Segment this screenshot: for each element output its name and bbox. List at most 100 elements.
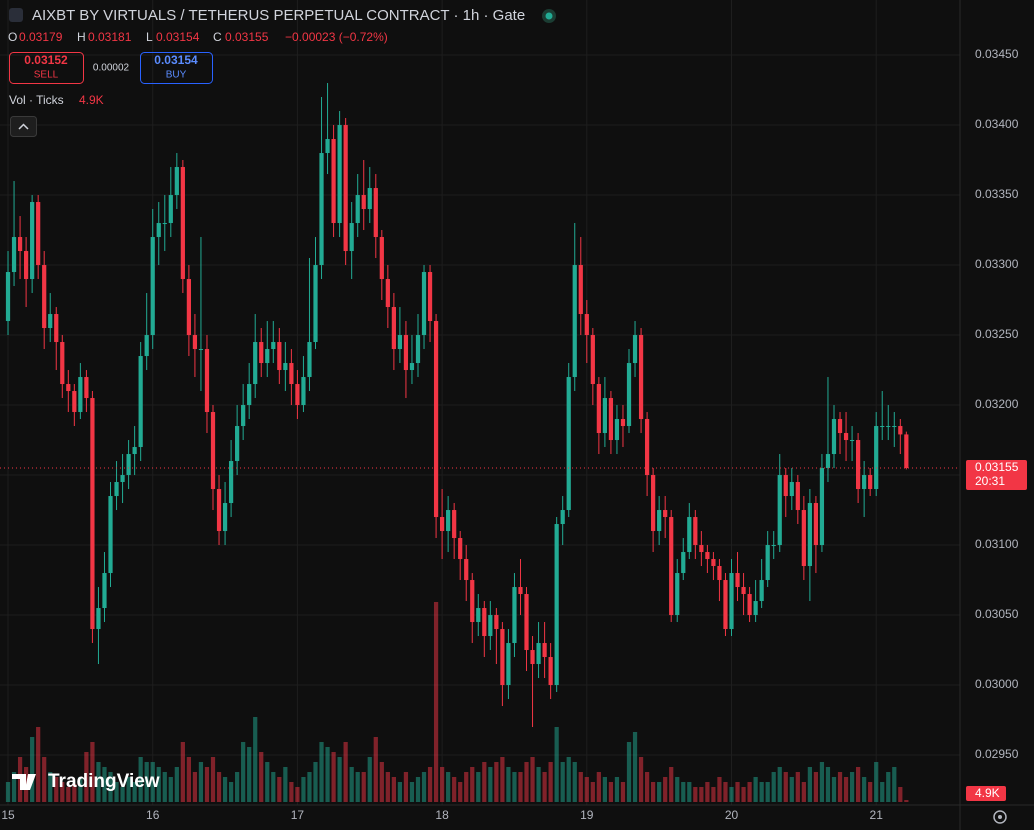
l-value: 0.03154 [156, 30, 200, 44]
buy-button[interactable] [140, 52, 213, 84]
volume-bar [675, 777, 680, 802]
candle-body [150, 237, 155, 336]
candle-body [72, 391, 77, 413]
candle-body [379, 237, 384, 280]
volume-bar [819, 762, 825, 802]
candle-body [777, 475, 782, 546]
volume-bar [596, 772, 601, 802]
volume-bar [78, 777, 83, 802]
volume-bar [361, 772, 366, 802]
candle-body [608, 398, 614, 441]
volume-bar [843, 777, 849, 802]
candle-body [518, 587, 523, 595]
candle-body [470, 580, 475, 623]
candle-body [42, 265, 47, 329]
volume-bar [868, 782, 873, 802]
candle-body [427, 272, 433, 322]
volume-bar [216, 772, 222, 802]
candle-body [36, 202, 41, 266]
candle-body [120, 475, 125, 483]
candle-body [210, 412, 216, 490]
volume-bar [506, 767, 511, 802]
candle-body [681, 552, 686, 574]
x-tick-label: 17 [291, 808, 305, 822]
candle-body [367, 188, 372, 210]
candle-body [355, 195, 360, 224]
volume-bar [277, 777, 282, 802]
volume-bar [60, 782, 65, 802]
volume-bar [385, 772, 390, 802]
candle-body [855, 440, 861, 490]
volume-bar [518, 772, 523, 802]
volume-bar [355, 772, 360, 802]
volume-last-box [966, 786, 1006, 801]
volume-bar [855, 767, 861, 802]
candle-body [735, 573, 740, 588]
volume-bar [5, 782, 11, 802]
volume-bar [247, 747, 252, 802]
volume-bar [482, 762, 487, 802]
candle-body [54, 314, 59, 343]
candle-body [632, 335, 638, 364]
volume-bar [590, 782, 595, 802]
y-tick-label: 0.03100 [975, 537, 1019, 551]
volume-bar [783, 772, 788, 802]
candle-body [723, 580, 728, 630]
x-tick-label: 21 [870, 808, 884, 822]
candle-body [638, 335, 644, 420]
brand-name: TradingView [48, 771, 160, 792]
volume-bar [54, 777, 59, 802]
volume-bar [789, 777, 794, 802]
candle-body [439, 517, 445, 532]
candle-body [11, 237, 17, 273]
candle-body [30, 202, 35, 280]
x-tick-label: 15 [1, 808, 15, 822]
settings-icon[interactable] [993, 810, 1007, 824]
volume-bar [608, 782, 614, 802]
volume-bar [156, 767, 161, 802]
candle-body [162, 223, 167, 225]
candle-body [23, 251, 29, 280]
volume-bar [403, 772, 409, 802]
candle-body [48, 314, 53, 329]
volume-bar [186, 757, 191, 802]
candle-body [180, 167, 185, 280]
candle-body [506, 643, 511, 686]
y-tick-label: 0.03050 [975, 607, 1019, 621]
volume-bar [862, 777, 867, 802]
volume-bar [669, 767, 674, 802]
candle-body [572, 265, 577, 378]
volume-bar [813, 772, 819, 802]
candle-body [283, 363, 288, 371]
volume-bar [72, 784, 77, 802]
volume-bar [397, 782, 403, 802]
volume-bar [759, 782, 764, 802]
volume-bar [807, 767, 812, 802]
volume-bar [439, 767, 445, 802]
candle-body [241, 405, 246, 427]
candle-body [789, 482, 794, 497]
volume-bar [524, 762, 529, 802]
y-tick-label: 0.02950 [975, 747, 1019, 761]
volume-bar [886, 772, 891, 802]
collapse-button[interactable] [10, 116, 37, 137]
volume-bar [458, 782, 463, 802]
candle-body [204, 349, 210, 413]
volume-bar [162, 772, 167, 802]
candle-body [554, 524, 559, 686]
volume-bar [150, 762, 155, 802]
c-key: C [213, 30, 222, 44]
plot [0, 0, 960, 805]
candle-body [819, 468, 825, 546]
volume-bar [108, 772, 113, 802]
symbol-title[interactable]: AIXBT BY VIRTUALS / TETHERUS PERPETUAL C… [32, 7, 525, 24]
y-tick-label: 0.03300 [975, 257, 1019, 271]
volume-bar [138, 757, 143, 802]
candle-body [84, 377, 89, 399]
volume-bar [30, 737, 35, 802]
sell-button[interactable] [9, 52, 84, 84]
candle-body [801, 510, 806, 567]
candle-body [584, 314, 589, 336]
y-tick-label: 0.03400 [975, 117, 1019, 131]
